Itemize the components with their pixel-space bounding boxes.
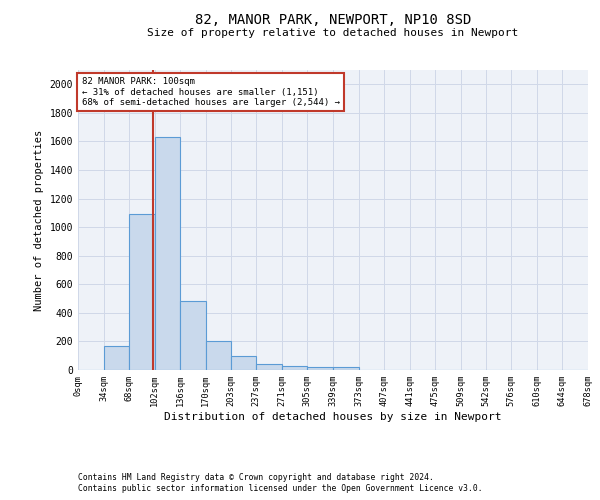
Text: Contains public sector information licensed under the Open Government Licence v3: Contains public sector information licen… [78,484,482,493]
Bar [206,342,232,370]
Bar [104,346,129,370]
Text: Contains HM Land Registry data © Crown copyright and database right 2024.: Contains HM Land Registry data © Crown c… [78,472,434,482]
Text: 82 MANOR PARK: 100sqm
← 31% of detached houses are smaller (1,151)
68% of semi-d: 82 MANOR PARK: 100sqm ← 31% of detached … [82,77,340,107]
Bar [333,367,359,370]
Text: Size of property relative to detached houses in Newport: Size of property relative to detached ho… [148,28,518,38]
Bar [307,367,333,370]
Text: 82, MANOR PARK, NEWPORT, NP10 8SD: 82, MANOR PARK, NEWPORT, NP10 8SD [195,12,471,26]
Bar [129,214,155,370]
Bar [155,137,181,370]
Bar [282,366,307,370]
Bar [256,364,282,370]
Bar [230,356,256,370]
Y-axis label: Number of detached properties: Number of detached properties [34,130,44,310]
X-axis label: Distribution of detached houses by size in Newport: Distribution of detached houses by size … [164,412,502,422]
Bar [181,302,206,370]
